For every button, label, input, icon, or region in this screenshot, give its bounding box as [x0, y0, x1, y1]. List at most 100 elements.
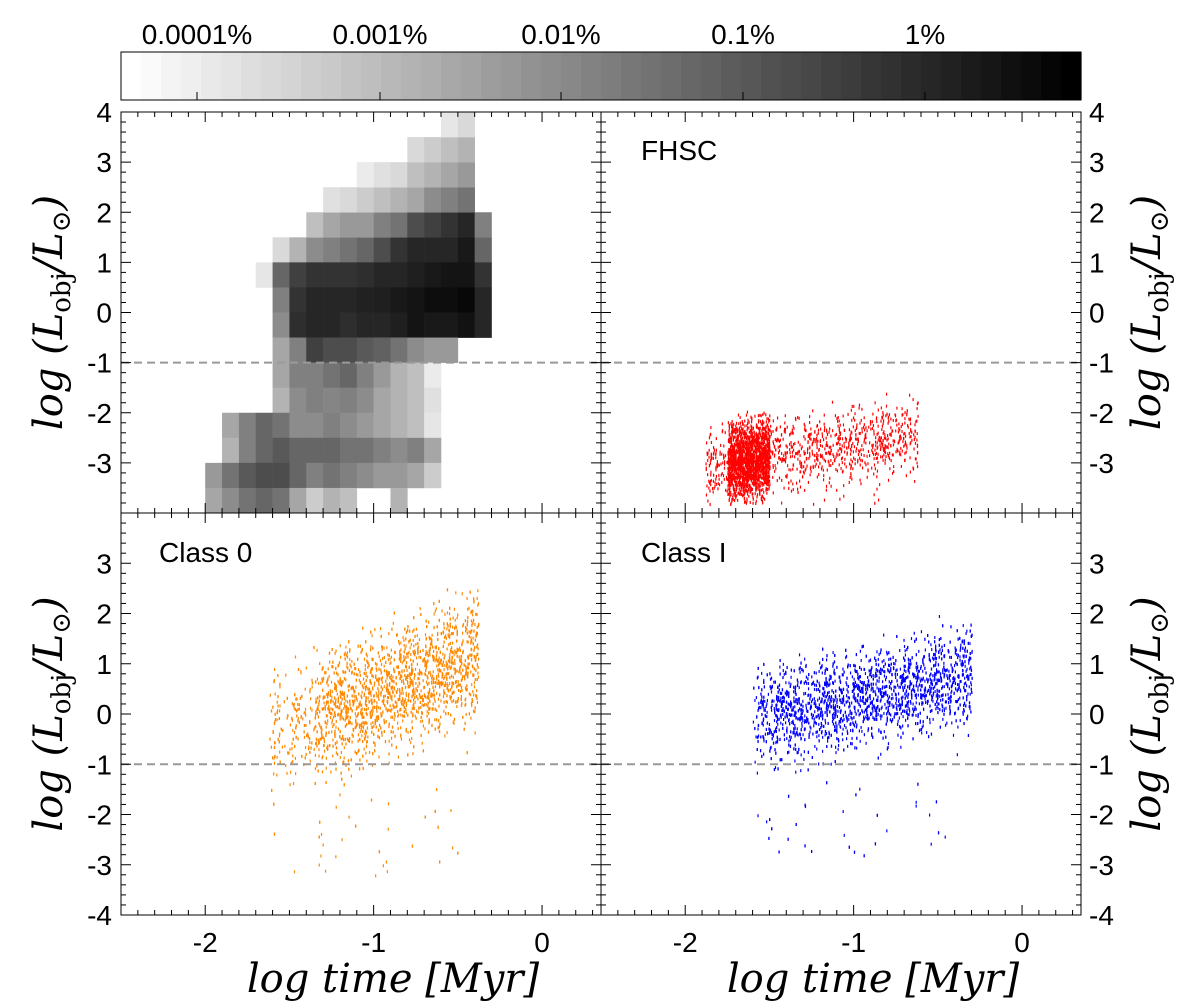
- scatter-point: [866, 475, 868, 479]
- scatter-point: [835, 468, 837, 472]
- scatter-point: [434, 609, 436, 613]
- scatter-point: [414, 690, 416, 694]
- scatter-point: [717, 482, 719, 486]
- scatter-point: [748, 435, 750, 439]
- scatter-point: [797, 457, 799, 461]
- scatter-point: [881, 455, 884, 459]
- scatter-point: [411, 726, 413, 730]
- scatter-point: [304, 707, 307, 711]
- scatter-point: [899, 435, 901, 439]
- scatter-point: [854, 429, 856, 433]
- scatter-point: [428, 681, 430, 685]
- scatter-point: [386, 699, 388, 703]
- scatter-point: [385, 707, 387, 711]
- scatter-point: [475, 694, 477, 698]
- heatmap-cell: [339, 262, 358, 288]
- scatter-point: [730, 454, 732, 458]
- scatter-point: [730, 490, 732, 494]
- scatter-point: [764, 426, 766, 430]
- scatter-point: [388, 761, 390, 765]
- scatter-point: [817, 428, 820, 432]
- scatter-point: [781, 452, 783, 456]
- scatter-point: [747, 468, 749, 472]
- scatter-point: [755, 463, 757, 467]
- scatter-point: [730, 436, 732, 440]
- scatter-point: [443, 635, 446, 639]
- scatter-point: [360, 727, 362, 731]
- scatter-point: [365, 751, 367, 755]
- scatter-point: [757, 475, 759, 479]
- scatter-point: [732, 487, 734, 491]
- scatter-point: [728, 480, 730, 484]
- scatter-point: [738, 422, 740, 426]
- scatter-point: [367, 735, 369, 739]
- heatmap-cell: [390, 412, 408, 439]
- scatter-point: [750, 467, 752, 471]
- scatter-point: [279, 750, 281, 754]
- scatter-point: [373, 694, 375, 698]
- heatmap-cell: [424, 262, 442, 288]
- scatter-point: [765, 455, 767, 459]
- scatter-point: [737, 449, 740, 453]
- scatter-point: [788, 468, 790, 472]
- scatter-point: [766, 487, 768, 491]
- scatter-point: [786, 475, 788, 479]
- scatter-point: [744, 435, 747, 439]
- heatmap-cell: [373, 262, 391, 288]
- scatter-point: [706, 451, 708, 455]
- scatter-point: [716, 465, 719, 469]
- scatter-point: [731, 433, 733, 437]
- scatter-point: [761, 423, 764, 427]
- scatter-point: [406, 680, 409, 684]
- scatter-point: [431, 642, 433, 646]
- scatter-point: [459, 683, 461, 687]
- scatter-point: [757, 483, 759, 487]
- scatter-point: [794, 442, 796, 446]
- scatter-point: [739, 457, 742, 461]
- scatter-point: [718, 477, 720, 481]
- scatter-point: [797, 440, 799, 444]
- scatter-point: [425, 645, 427, 649]
- scatter-point: [417, 684, 419, 688]
- scatter-point: [365, 735, 367, 739]
- scatter-point: [448, 634, 450, 638]
- scatter-point: [743, 467, 745, 471]
- scatter-point: [329, 693, 331, 697]
- scatter-point: [444, 691, 446, 695]
- scatter-point: [298, 720, 301, 724]
- scatter-point: [729, 450, 731, 454]
- scatter-point: [748, 430, 750, 434]
- heatmap-cell: [424, 162, 442, 188]
- scatter-point: [341, 692, 343, 696]
- heatmap-cell: [205, 462, 223, 489]
- scatter-point: [404, 685, 407, 689]
- colorbar-label-1: 0.001%: [333, 19, 428, 50]
- scatter-point: [766, 452, 768, 456]
- scatter-point: [730, 451, 732, 455]
- scatter-point: [815, 462, 817, 466]
- scatter-point: [817, 454, 819, 458]
- scatter-point: [315, 700, 318, 704]
- scatter-point: [761, 459, 763, 463]
- scatter-point: [355, 685, 357, 689]
- scatter-point: [429, 642, 432, 646]
- scatter-point: [749, 472, 751, 476]
- scatter-point: [424, 727, 426, 731]
- scatter-point: [348, 669, 351, 673]
- scatter-point: [784, 460, 787, 464]
- scatter-point: [705, 466, 707, 470]
- scatter-point: [743, 493, 745, 497]
- scatter-point: [432, 702, 434, 706]
- scatter-point: [871, 448, 873, 452]
- scatter-point: [898, 452, 901, 456]
- scatter-point: [454, 661, 456, 665]
- scatter-point: [390, 661, 392, 665]
- scatter-point: [732, 426, 734, 430]
- scatter-point: [915, 457, 917, 461]
- scatter-point: [735, 464, 737, 468]
- scatter-point: [713, 473, 715, 477]
- scatter-point: [349, 663, 351, 667]
- scatter-point: [766, 417, 768, 421]
- scatter-point: [900, 425, 902, 429]
- scatter-point: [454, 658, 456, 662]
